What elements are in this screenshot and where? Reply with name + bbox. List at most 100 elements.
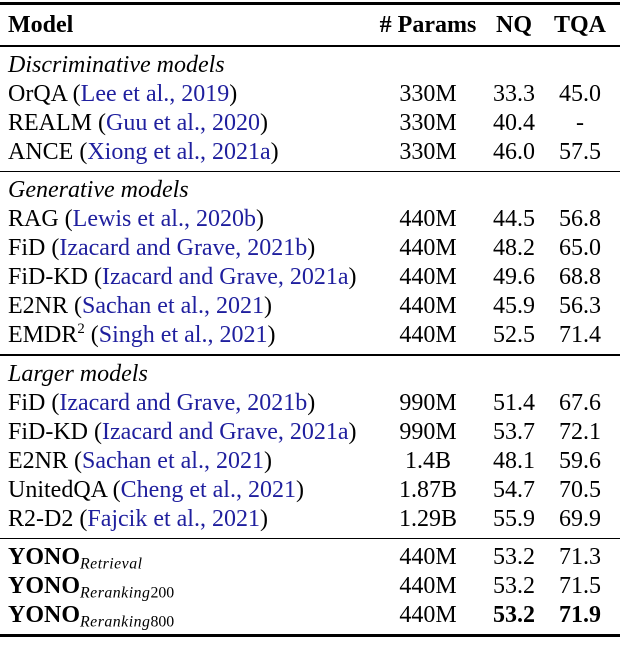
section-divider-rule [0, 354, 620, 356]
model-cell: R2-D2 (Fajcik et al., 2021) [8, 505, 376, 534]
table-row: FiD-KD (Izacard and Grave, 2021a) 990M 53.… [0, 418, 620, 447]
table-row: FiD (Izacard and Grave, 2021b) 440M 48.2 65… [0, 234, 620, 263]
table-section: YONORetrieval 440M 53.2 71.3 YONOReranking20… [0, 539, 620, 634]
column-header-nq: NQ [496, 12, 532, 38]
nq-cell: 48.2 [493, 235, 535, 261]
section-divider-rule [0, 170, 620, 172]
model-subscript: Reranking800 [80, 613, 174, 630]
params-cell: 440M [399, 544, 457, 570]
section-label-row: Larger models [0, 360, 620, 389]
model-name: YONO [8, 573, 80, 599]
model-subscript: Retrieval [80, 555, 143, 572]
results-table: Model # Params NQ TQA Discriminative mod… [0, 2, 620, 637]
tqa-cell: 71.9 [559, 602, 601, 628]
table-row: YONOReranking800 440M 53.2 71.9 [0, 601, 620, 630]
params-cell: 330M [399, 109, 457, 136]
params-cell: 440M [399, 573, 457, 599]
tqa-cell: 57.5 [559, 138, 601, 165]
citation-link[interactable]: Lee et al., 2019 [80, 80, 230, 107]
tqa-cell: 65.0 [559, 235, 601, 261]
citation-link[interactable]: Fajcik et al., 2021 [87, 505, 260, 532]
table-row: REALM (Guu et al., 2020) 330M 40.4 - [0, 109, 620, 138]
table-row: UnitedQA (Cheng et al., 2021) 1.87B 54.7 70… [0, 476, 620, 505]
nq-cell: 53.7 [493, 418, 535, 445]
citation-open-paren: ( [68, 293, 82, 319]
nq-cell: 44.5 [493, 206, 535, 232]
tqa-cell: 45.0 [559, 80, 601, 107]
citation-link[interactable]: Izacard and Grave, 2021b [59, 389, 308, 416]
citation-open-paren: ( [84, 322, 99, 348]
model-cell: YONORetrieval [8, 543, 376, 572]
citation-close-paren: ) [259, 109, 268, 136]
model-name: FiD [8, 389, 46, 416]
tqa-cell: 56.8 [559, 206, 601, 232]
model-cell: FiD (Izacard and Grave, 2021b) [8, 389, 376, 418]
section-label: Generative models [8, 177, 189, 203]
citation-open-paren: ( [88, 264, 103, 290]
citation-link[interactable]: Izacard and Grave, 2021b [59, 235, 308, 261]
tqa-cell: 69.9 [559, 505, 601, 532]
tqa-cell: 72.1 [559, 418, 601, 445]
citation-link[interactable]: Guu et al., 2020 [106, 109, 260, 136]
nq-cell: 46.0 [493, 138, 535, 165]
tqa-cell: 68.8 [559, 264, 601, 290]
tqa-cell: 71.4 [559, 322, 601, 348]
table-header-row: Model # Params NQ TQA [0, 5, 620, 45]
citation-close-paren: ) [263, 447, 272, 474]
citation-link[interactable]: Lewis et al., 2020b [72, 206, 256, 232]
model-cell: FiD (Izacard and Grave, 2021b) [8, 234, 376, 263]
params-cell: 1.4B [404, 447, 451, 474]
model-subscript-text: Reranking [80, 584, 151, 602]
nq-cell: 33.3 [493, 80, 535, 107]
table-row: R2-D2 (Fajcik et al., 2021) 1.29B 55.9 69.9 [0, 505, 620, 534]
citation-open-paren: ( [92, 109, 106, 136]
params-cell: 440M [399, 264, 457, 290]
model-name: FiD-KD [8, 418, 89, 445]
tqa-cell: 70.5 [559, 476, 601, 503]
citation-open-paren: ( [45, 235, 60, 261]
model-cell: ANCE (Xiong et al., 2021a) [8, 138, 376, 167]
model-cell: E2NR (Sachan et al., 2021) [8, 447, 376, 476]
citation-link[interactable]: Xiong et al., 2021a [87, 138, 271, 165]
citation-link[interactable]: Izacard and Grave, 2021a [102, 264, 349, 290]
tqa-cell: 59.6 [559, 447, 601, 474]
model-subscript-text: Retrieval [80, 555, 143, 573]
model-cell: YONOReranking200 [8, 572, 376, 601]
params-cell: 440M [399, 322, 457, 348]
tqa-cell: 71.5 [559, 573, 601, 599]
citation-close-paren: ) [259, 505, 268, 532]
citation-close-paren: ) [348, 264, 357, 290]
model-cell: YONOReranking800 [8, 601, 376, 630]
params-cell: 990M [399, 389, 457, 416]
citation-link[interactable]: Singh et al., 2021 [98, 322, 268, 348]
nq-cell: 55.9 [493, 505, 535, 532]
citation-link[interactable]: Cheng et al., 2021 [120, 476, 296, 503]
citation-close-paren: ) [255, 206, 264, 232]
model-name: YONO [8, 544, 80, 570]
citation-open-paren: ( [66, 80, 81, 107]
table-row: FiD (Izacard and Grave, 2021b) 990M 51.4 67… [0, 389, 620, 418]
model-name: YONO [8, 602, 80, 628]
citation-close-paren: ) [307, 389, 316, 416]
tqa-cell: 56.3 [559, 293, 601, 319]
citation-open-paren: ( [73, 138, 88, 165]
nq-cell: 53.2 [493, 602, 535, 628]
nq-cell: 49.6 [493, 264, 535, 290]
nq-cell: 45.9 [493, 293, 535, 319]
citation-open-paren: ( [88, 418, 103, 445]
model-cell: OrQA (Lee et al., 2019) [8, 80, 376, 109]
column-header-model: Model [8, 12, 74, 38]
citation-close-paren: ) [263, 293, 272, 319]
model-name: E2NR [8, 447, 68, 474]
model-subscript: Reranking200 [80, 584, 174, 601]
column-header-params: # Params [379, 12, 477, 38]
params-cell: 330M [399, 138, 457, 165]
citation-link[interactable]: Sachan et al., 2021 [82, 293, 264, 319]
table-body: Discriminative models OrQA (Lee et al., 2… [0, 47, 620, 635]
top-rule [0, 2, 620, 5]
params-cell: 1.29B [398, 505, 457, 532]
citation-link[interactable]: Izacard and Grave, 2021a [102, 418, 349, 445]
citation-link[interactable]: Sachan et al., 2021 [82, 447, 264, 474]
model-name: UnitedQA [8, 476, 107, 503]
citation-open-paren: ( [45, 389, 60, 416]
